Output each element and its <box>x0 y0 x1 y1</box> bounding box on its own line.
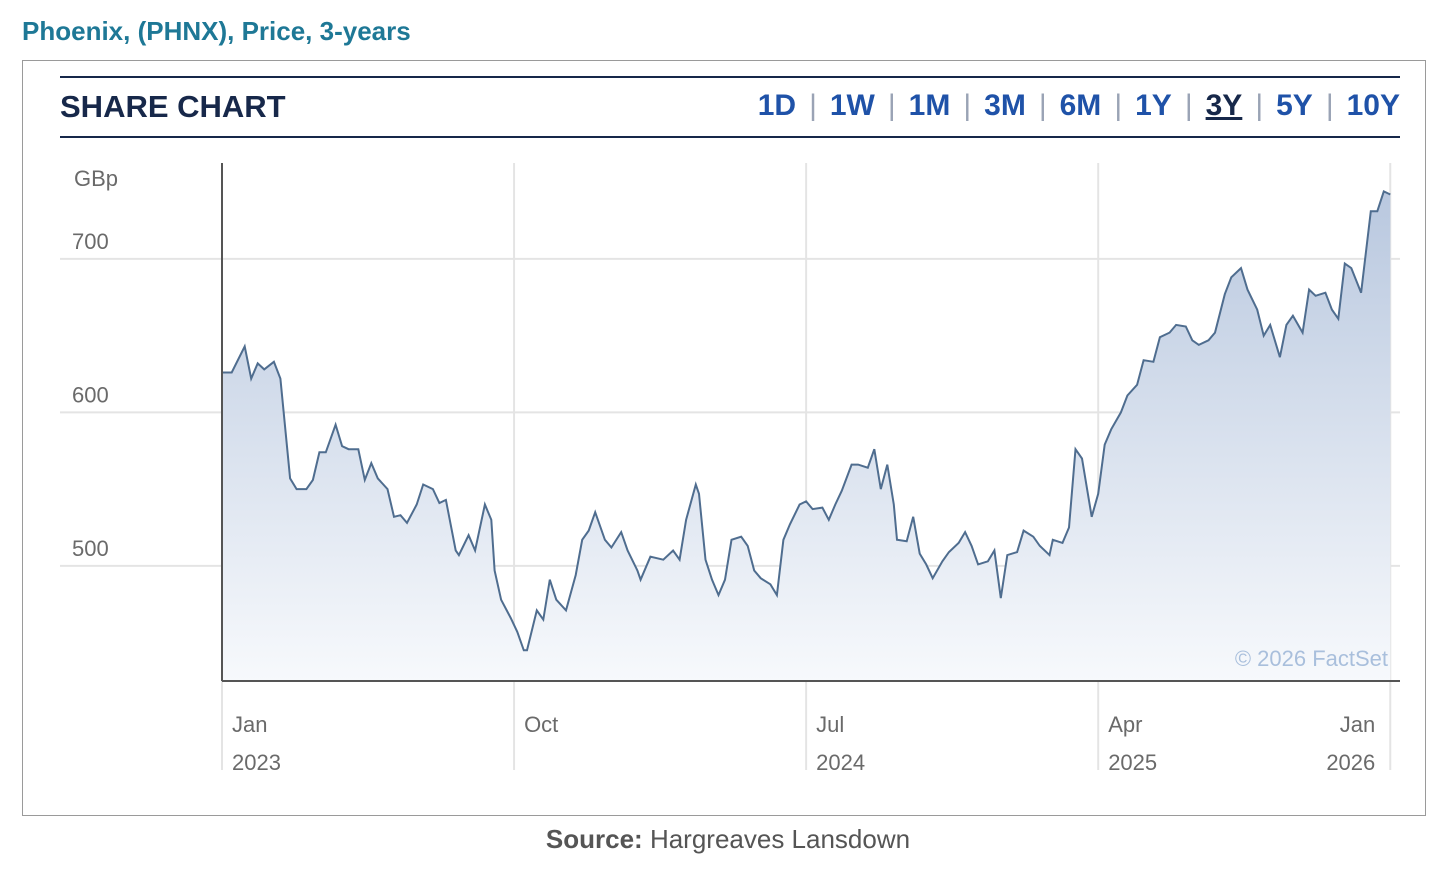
range-button[interactable]: 1M <box>908 89 951 122</box>
x-tick-label: Jan 2026 <box>1326 712 1376 775</box>
range-separator: | <box>1325 89 1334 122</box>
source-note: Source: Hargreaves Lansdown <box>0 824 1456 855</box>
range-button[interactable]: 5Y <box>1276 89 1313 122</box>
source-text: Hargreaves Lansdown <box>649 824 911 854</box>
range-separator: | <box>1184 89 1193 122</box>
widget-frame <box>22 60 1426 816</box>
range-selector: 1D | 1W | 1M | 3M | 6M | 1Y | 3Y | 5Y | 10Y <box>758 89 1400 123</box>
range-button[interactable]: 1Y <box>1135 89 1172 122</box>
range-separator: | <box>887 89 896 122</box>
price-line <box>222 190 1391 652</box>
y-tick-label: 700 <box>72 229 109 254</box>
range-separator: | <box>1255 89 1264 122</box>
range-button[interactable]: 3Y <box>1205 89 1243 122</box>
y-tick-label: 500 <box>72 536 109 561</box>
x-tick-label: Jan 2023 <box>232 712 281 775</box>
source-label: Source: <box>545 824 643 854</box>
range-button[interactable]: 6M <box>1059 89 1102 122</box>
y-axis-label: GBp <box>74 166 118 191</box>
x-tick-label: Oct <box>524 712 559 737</box>
range-separator: | <box>809 89 817 122</box>
page-title: Phoenix, (PHNX), Price, 3-years <box>22 16 411 46</box>
range-button[interactable]: 10Y <box>1346 89 1400 122</box>
x-tick-label: Apr 2025 <box>1108 712 1158 775</box>
y-tick-label: 600 <box>72 382 109 407</box>
watermark: © 2026 FactSet <box>1235 646 1388 671</box>
range-separator: | <box>1114 89 1123 122</box>
range-separator: | <box>963 89 972 122</box>
range-button[interactable]: 3M <box>984 89 1026 122</box>
widget-title: SHARE CHART <box>60 89 286 124</box>
range-separator: | <box>1038 89 1047 122</box>
price-area <box>222 191 1391 681</box>
range-button[interactable]: 1D <box>757 89 797 122</box>
range-button[interactable]: 1W <box>829 89 875 122</box>
x-tick-label: Jul 2024 <box>816 712 866 775</box>
